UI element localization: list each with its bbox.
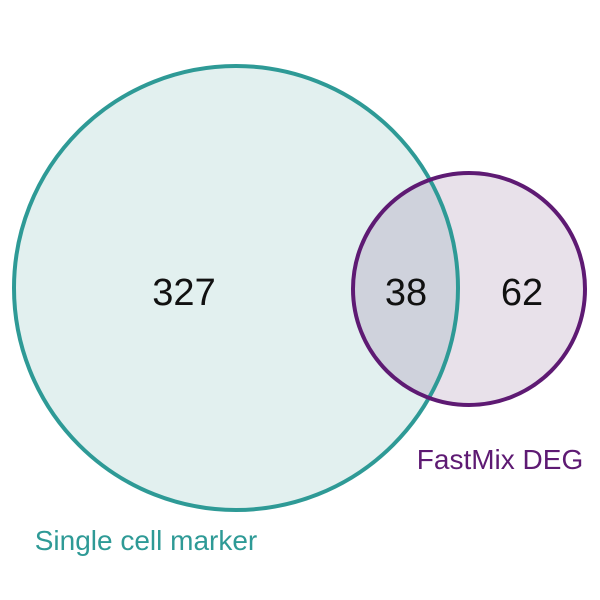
set-single-cell-marker-outline (12, 64, 460, 512)
set-single-cell-marker-circle (14, 66, 458, 510)
single-cell-marker-set-label: Single cell marker (35, 525, 258, 556)
intersection-count: 38 (385, 272, 427, 314)
fastmix-deg-only-count: 62 (501, 272, 543, 314)
intersection-region (353, 173, 458, 405)
single-cell-marker-only-count: 327 (152, 272, 215, 314)
fastmix-deg-set-label: FastMix DEG (417, 444, 583, 475)
set-fastmix-deg-outline (351, 171, 587, 407)
